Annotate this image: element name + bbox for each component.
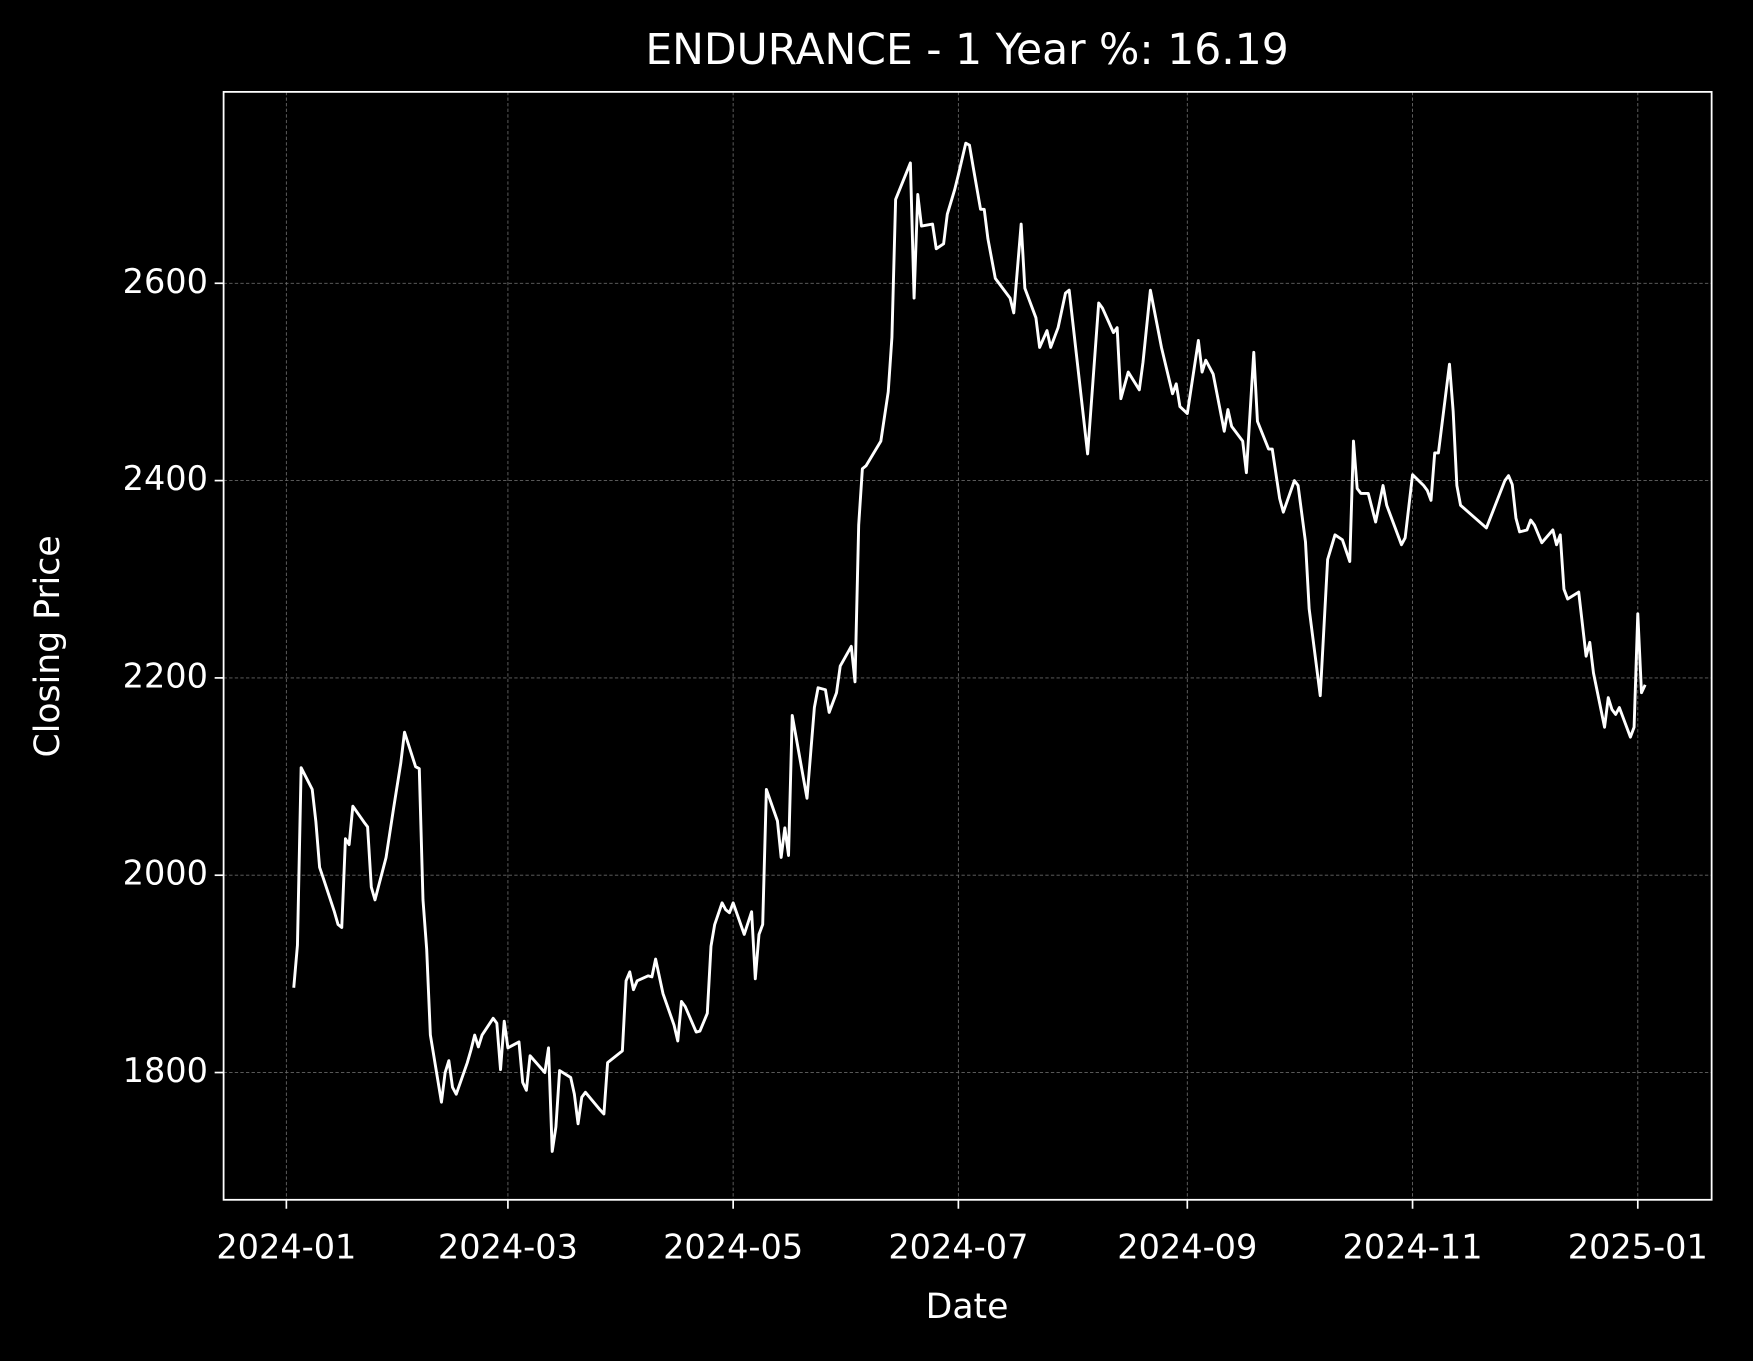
x-tick-label: 2024-03 bbox=[438, 1227, 578, 1266]
x-tick-label: 2024-11 bbox=[1343, 1227, 1483, 1266]
x-tick-label: 2024-07 bbox=[888, 1227, 1028, 1266]
y-tick-label: 2000 bbox=[123, 854, 208, 893]
price-line bbox=[292, 141, 1647, 1153]
x-tick-label: 2024-09 bbox=[1117, 1227, 1257, 1266]
x-tick-label: 2025-01 bbox=[1568, 1227, 1708, 1266]
y-tick-label: 2600 bbox=[123, 262, 208, 301]
x-tick-label: 2024-05 bbox=[663, 1227, 803, 1266]
x-axis-label: Date bbox=[926, 1287, 1009, 1327]
y-tick-label: 2400 bbox=[123, 459, 208, 498]
y-tick-label: 2200 bbox=[123, 656, 208, 695]
plot-frame bbox=[222, 90, 1713, 1201]
x-tick-label: 2024-01 bbox=[216, 1227, 356, 1266]
y-axis-label: Closing Price bbox=[28, 535, 68, 757]
chart-title: ENDURANCE - 1 Year %: 16.19 bbox=[645, 26, 1288, 75]
y-tick-label: 1800 bbox=[123, 1051, 208, 1090]
